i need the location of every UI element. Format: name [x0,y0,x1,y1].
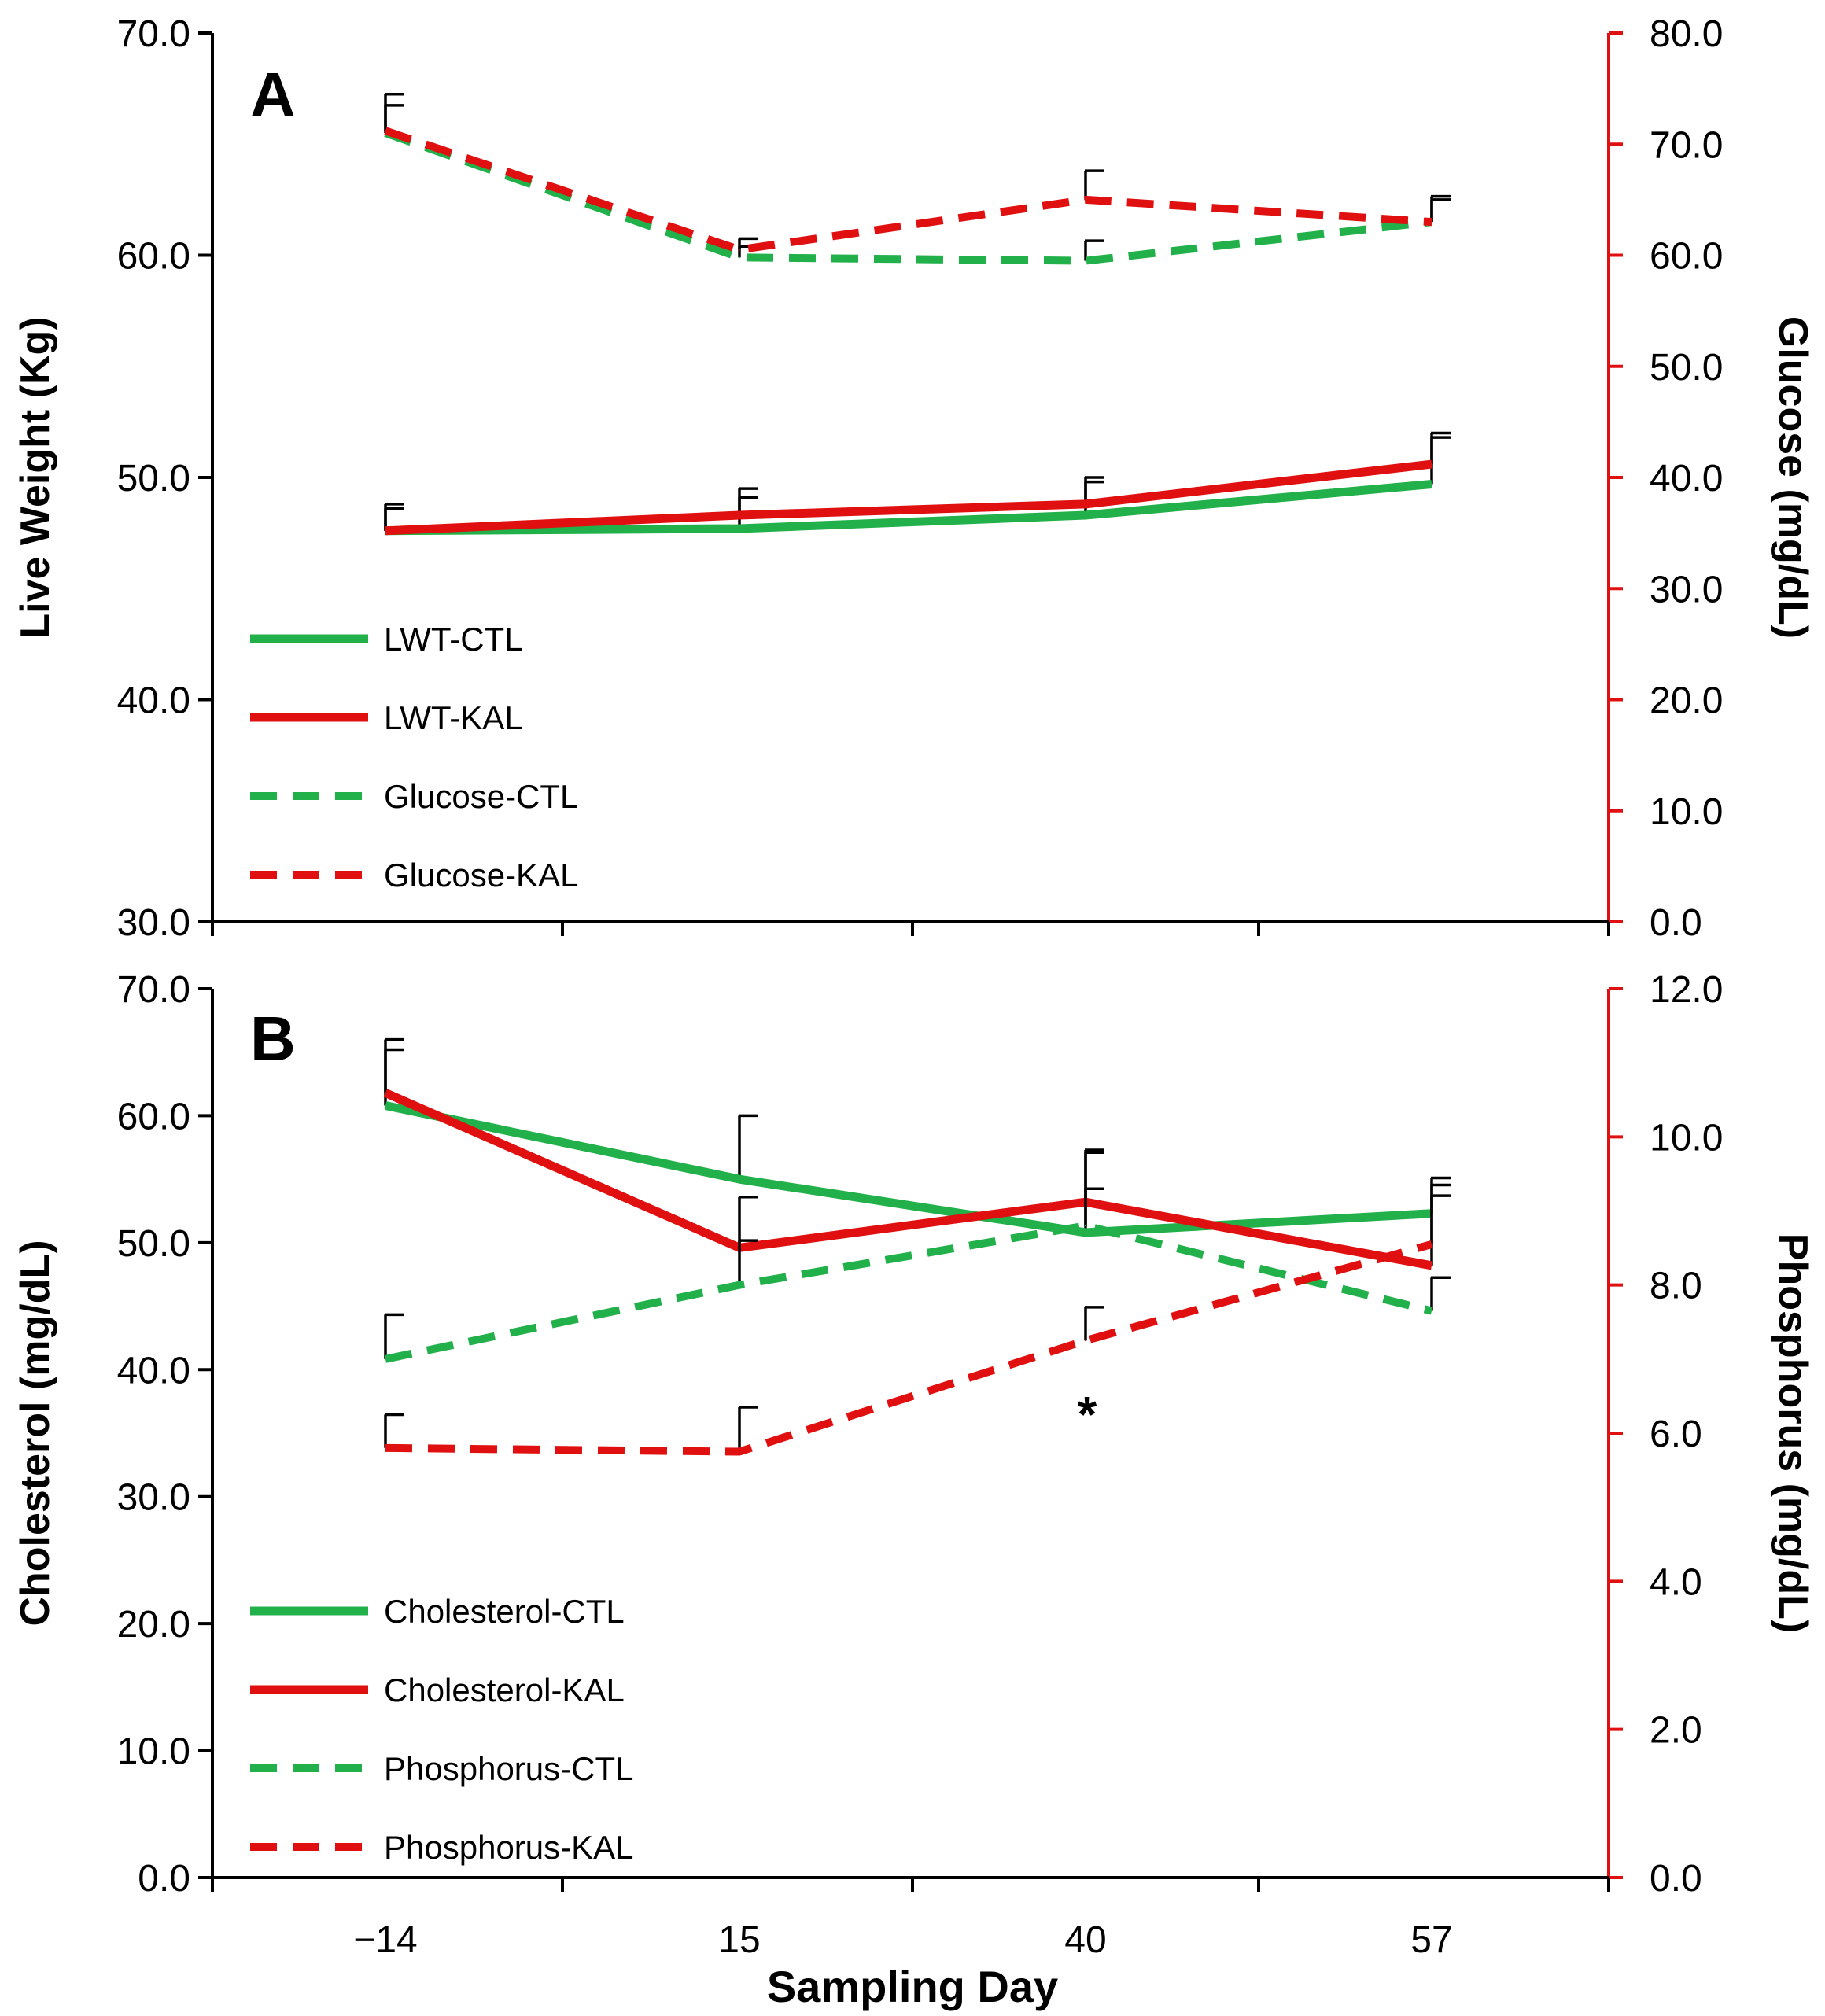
legend-label: Phosphorus-KAL [384,1829,634,1866]
x-tick-label: 40 [1064,1919,1106,1961]
right-tick-label: 20.0 [1650,680,1723,722]
right-axis-title: Phosphorus (mg/dL) [1770,1233,1816,1633]
right-tick-label: 10.0 [1650,1117,1723,1159]
series-phosphorus-kal [384,1183,1451,1456]
data-point [739,1178,740,1181]
left-axis-title: Live Weight (Kg) [13,316,58,638]
left-tick-label: 0.0 [138,1858,190,1900]
right-tick-label: 2.0 [1650,1710,1702,1752]
series-glucose-kal [384,92,1451,254]
right-tick-label: 8.0 [1650,1266,1702,1307]
left-tick-label: 20.0 [117,1604,190,1646]
right-tick-label: 30.0 [1650,569,1723,610]
panel-label: B [250,1004,296,1074]
right-tick-label: 6.0 [1650,1413,1702,1455]
legend-label: LWT-KAL [384,699,523,736]
legend-label: Glucose-KAL [384,857,578,894]
series-cholesterol-kal [383,1037,1451,1270]
data-point [385,1092,386,1094]
data-point [1085,1340,1086,1342]
data-point [1431,463,1432,466]
right-tick-label: 60.0 [1650,236,1723,278]
series-lwt-kal [384,431,1451,536]
data-point [385,130,386,132]
data-point [739,1284,740,1286]
left-tick-label: 50.0 [117,458,190,499]
data-point [739,256,740,259]
data-point [1431,221,1432,223]
data-point [1431,483,1432,485]
series-line [385,479,1432,536]
x-tick-label: 57 [1410,1919,1452,1961]
series-glucose-ctl [384,104,1451,265]
data-point [385,1447,386,1449]
right-tick-label: 4.0 [1650,1561,1702,1603]
left-tick-label: 30.0 [117,1477,190,1519]
data-point [739,527,740,529]
left-tick-label: 40.0 [117,1350,190,1391]
left-tick-label: 50.0 [117,1223,190,1265]
data-point [385,1358,386,1360]
series-line [384,1222,1433,1363]
x-tick-label: 15 [718,1919,760,1961]
legend-label: Glucose-CTL [384,778,578,815]
x-tick-label: −14 [353,1919,417,1961]
left-axis-title: Cholesterol (mg/dL) [13,1240,58,1626]
legend-label: Phosphorus-CTL [384,1750,633,1787]
data-point [1085,503,1086,505]
chart-panel-B: 0.0 10.0 20.0 30.0 40.0 50.0 60.0 70.0 0.0 2.0 4.0… [13,969,1816,2011]
legend-label: Cholesterol-KAL [384,1671,625,1708]
data-point [1431,1264,1432,1266]
right-tick-label: 0.0 [1650,1858,1702,1900]
data-point [1431,1310,1432,1312]
series-cholesterol-ctl [384,1048,1451,1237]
left-tick-label: 70.0 [117,13,190,55]
right-tick-label: 70.0 [1650,124,1723,166]
data-point [385,529,386,532]
right-tick-label: 80.0 [1650,13,1723,55]
significance-marker: * [1078,1386,1097,1443]
x-axis-title: Sampling Day [767,1962,1058,2011]
right-tick-label: 40.0 [1650,458,1723,499]
chart-panel-A: 30.0 40.0 50.0 60.0 70.0 0.0 10.0 20.0 30.0 40.0 5… [13,13,1816,944]
left-tick-label: 10.0 [117,1731,190,1773]
series-line [384,1101,1432,1237]
data-point [1431,1243,1432,1245]
series-line [385,1240,1433,1456]
data-point [1085,260,1086,262]
panel-label: A [250,60,296,130]
series-phosphorus-ctl [384,1187,1451,1363]
right-axis-title: Glucose (mg/dL) [1770,316,1816,639]
right-tick-label: 0.0 [1650,902,1702,944]
series-line [385,459,1432,536]
left-tick-label: 40.0 [117,680,190,722]
right-tick-label: 50.0 [1650,347,1723,389]
left-tick-label: 30.0 [117,902,190,944]
data-point [1085,1231,1086,1233]
data-point [1085,514,1086,517]
data-point [385,1104,386,1107]
data-point [739,1450,740,1453]
series-line [384,129,1432,265]
left-tick-label: 70.0 [117,969,190,1011]
series-line [383,1089,1432,1270]
legend-label: LWT-CTL [384,621,523,658]
right-tick-label: 10.0 [1650,791,1723,833]
data-point [739,514,740,517]
data-point [739,249,740,251]
data-point [1085,1225,1086,1227]
right-tick-label: 12.0 [1650,969,1723,1011]
legend-label: Cholesterol-CTL [384,1593,625,1630]
left-tick-label: 60.0 [117,236,190,278]
series-line [384,127,1432,254]
data-point [1085,198,1086,201]
left-tick-label: 60.0 [117,1096,190,1137]
